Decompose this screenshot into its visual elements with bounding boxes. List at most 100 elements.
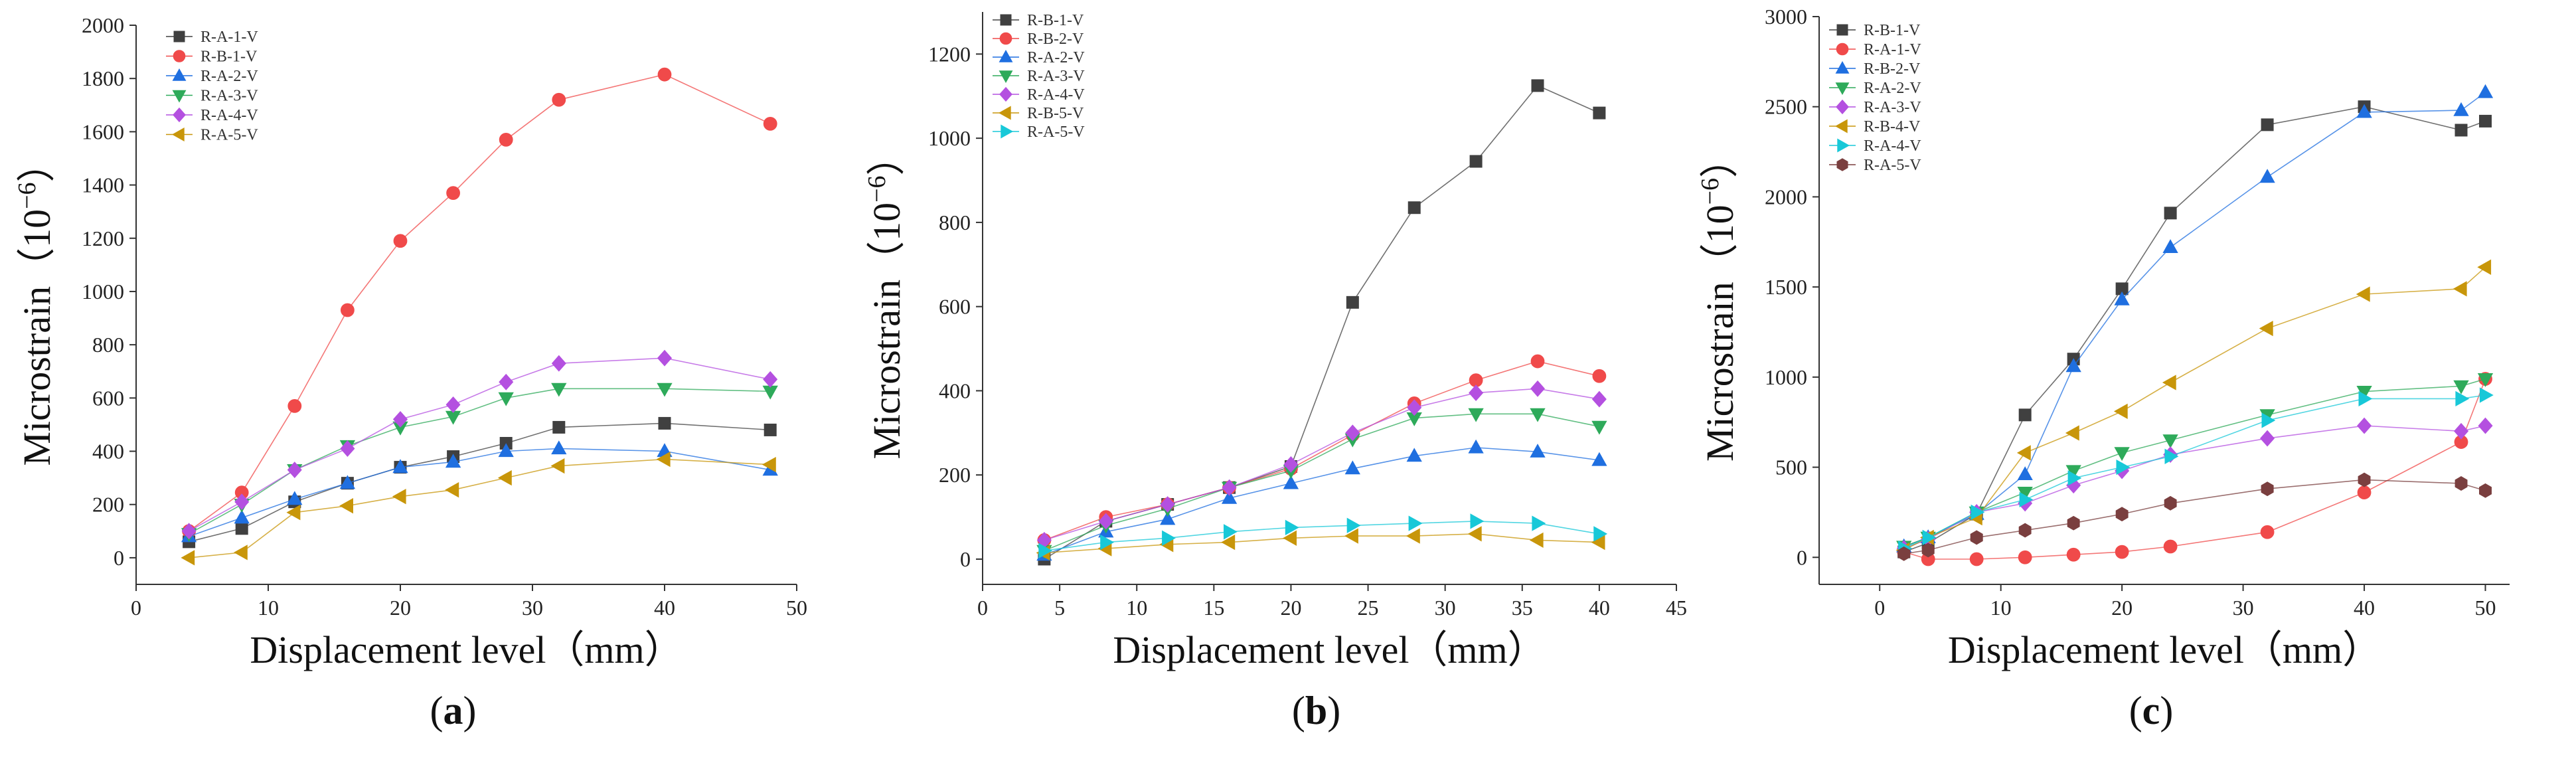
data-point xyxy=(550,458,565,474)
x-tick-label: 35 xyxy=(1512,596,1533,620)
x-tick-label: 40 xyxy=(654,596,675,620)
data-point xyxy=(1591,452,1607,466)
data-point xyxy=(1406,448,1422,462)
data-point xyxy=(2113,403,2128,420)
panel-label-close: ) xyxy=(463,689,477,732)
data-point xyxy=(1530,354,1545,369)
legend-label: R-A-1-V xyxy=(1864,41,1921,58)
data-point xyxy=(2065,358,2081,373)
legend-marker xyxy=(999,49,1013,62)
data-point xyxy=(1100,534,1115,551)
data-point xyxy=(2164,495,2177,511)
legend-item: R-A-2-V xyxy=(1829,80,1921,97)
legend-marker xyxy=(172,90,187,103)
data-point xyxy=(1406,528,1420,544)
data-point xyxy=(657,349,673,367)
data-point xyxy=(2455,124,2468,137)
series-line xyxy=(1903,379,2486,560)
legend-label: R-B-1-V xyxy=(201,48,258,66)
data-point xyxy=(2115,507,2129,522)
legend-item: R-B-5-V xyxy=(993,105,1084,122)
panel-label: (b) xyxy=(1292,689,1340,732)
legend-label: R-A-2-V xyxy=(1027,49,1085,66)
series-R-A-2-V xyxy=(1036,439,1607,561)
x-tick-label: 40 xyxy=(1589,596,1610,620)
y-tick-label: 0 xyxy=(114,546,124,570)
data-point xyxy=(1532,515,1546,531)
series-R-B-2-V xyxy=(1896,84,2494,553)
data-point xyxy=(552,92,566,107)
data-point xyxy=(2261,481,2274,497)
y-tick-label: 1800 xyxy=(82,66,124,90)
data-point xyxy=(2114,291,2130,305)
y-tick-label: 1600 xyxy=(82,120,124,143)
chart-panel-b: 0 5 10 15 20 25 30 35 40 45 0 200 400 600 800 1000 1200 D… xyxy=(863,12,1687,732)
chart-panel-c: 0 10 20 30 40 50050010001500200025003000Displ… xyxy=(1696,5,2510,732)
legend-marker xyxy=(173,107,186,123)
data-point xyxy=(763,116,777,131)
legend-marker xyxy=(1837,138,1850,153)
y-axis-title-exponent: −6 xyxy=(13,182,41,209)
y-axis-title-exponent: −6 xyxy=(1696,178,1724,205)
legend-label: R-A-4-V xyxy=(1027,86,1085,104)
data-point xyxy=(2163,539,2178,554)
x-tick-label: 0 xyxy=(1874,596,1885,620)
x-tick-label: 30 xyxy=(522,596,543,620)
legend-item: R-B-1-V xyxy=(1829,22,1921,39)
y-tick-label: 600 xyxy=(92,386,124,410)
legend-label: R-A-2-V xyxy=(201,68,258,85)
data-point xyxy=(1283,530,1297,546)
data-point xyxy=(2116,459,2131,475)
data-point xyxy=(234,509,250,524)
panel-label-open: ( xyxy=(430,689,443,732)
series-R-A-4-V xyxy=(1036,380,1607,549)
x-axis-title: Displacement level（mm） xyxy=(1948,628,2381,671)
legend-marker xyxy=(998,106,1011,120)
data-point xyxy=(1897,546,1911,561)
data-point xyxy=(1469,384,1484,402)
data-point xyxy=(1529,532,1544,549)
x-tick-label: 20 xyxy=(2111,596,2133,620)
data-point xyxy=(1531,79,1544,92)
data-point xyxy=(392,489,406,505)
legend-label: R-A-3-V xyxy=(1027,68,1085,85)
data-point xyxy=(340,440,355,457)
data-point xyxy=(2260,525,2275,539)
legend-item: R-A-2-V xyxy=(993,49,1085,66)
y-tick-label: 200 xyxy=(92,493,124,517)
data-point xyxy=(2260,430,2275,447)
legend-marker xyxy=(999,86,1012,102)
y-axis-title-exponent: −6 xyxy=(863,175,891,202)
data-point xyxy=(551,355,566,372)
data-point xyxy=(393,234,408,248)
legend-label: R-A-5-V xyxy=(201,127,258,144)
panel-label-open: ( xyxy=(2129,689,2142,732)
data-point xyxy=(657,383,673,397)
data-point xyxy=(2358,472,2371,487)
y-axis-title-close: ） xyxy=(15,143,58,182)
series-line xyxy=(1044,413,1600,552)
data-point xyxy=(1593,106,1606,120)
panel-label-letter: b xyxy=(1305,689,1327,732)
legend-item: R-A-4-V xyxy=(1829,137,1921,155)
x-tick-label: 10 xyxy=(258,596,279,620)
legend-marker xyxy=(171,128,185,141)
x-tick-label: 5 xyxy=(1054,596,1065,620)
legend-item: R-A-4-V xyxy=(993,86,1085,104)
y-tick-label: 500 xyxy=(1775,456,1807,479)
legend-marker xyxy=(1836,99,1849,115)
data-point xyxy=(1283,475,1299,489)
series-line xyxy=(1044,84,1600,560)
data-point xyxy=(1970,530,1983,545)
x-tick-label: 25 xyxy=(1358,596,1379,620)
legend-label: R-A-3-V xyxy=(201,88,258,105)
legend-item: R-A-4-V xyxy=(166,107,258,124)
series-R-A-1-V xyxy=(1897,372,2492,566)
data-point xyxy=(2114,447,2130,462)
data-point xyxy=(764,423,777,436)
series-line xyxy=(189,422,771,543)
y-tick-label: 1000 xyxy=(82,280,124,303)
legend-marker xyxy=(1001,124,1014,139)
data-point xyxy=(552,420,566,434)
legend-marker xyxy=(1000,14,1012,26)
